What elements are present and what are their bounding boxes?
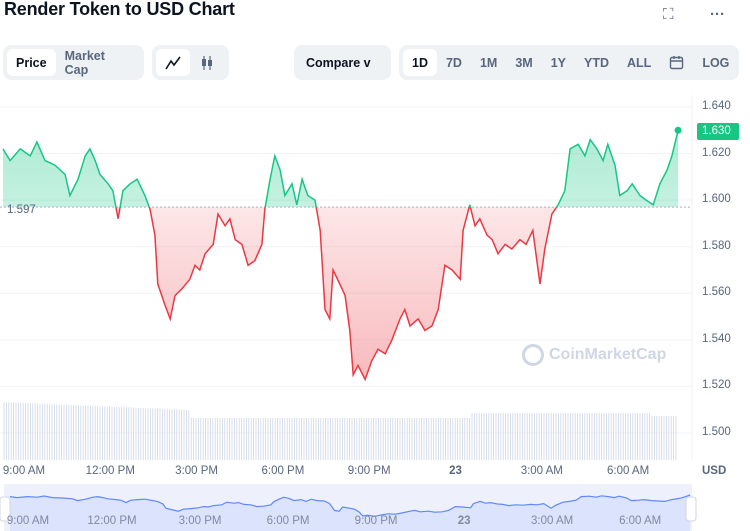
watermark: CoinMarketCap xyxy=(522,344,666,366)
x-tick-label: 6:00 PM xyxy=(261,465,305,477)
range-tabs: 1D 7D 1M 3M 1Y YTD ALL LOG xyxy=(399,45,739,80)
price-line-up xyxy=(2,130,679,208)
range-1y[interactable]: 1Y xyxy=(550,55,567,70)
y-tick-label: 1.580 xyxy=(702,239,731,252)
more-icon[interactable]: ··· xyxy=(710,6,725,23)
compare-dropdown[interactable]: Compare v xyxy=(294,45,391,80)
x-tick-label: 23 xyxy=(449,465,462,477)
y-tick-label: 1.600 xyxy=(702,193,731,206)
watermark-text: CoinMarketCap xyxy=(549,346,667,363)
navigator-tick-label: 9:00 AM xyxy=(6,515,50,527)
y-tick-label: 1.560 xyxy=(702,286,731,299)
page-title: Render Token to USD Chart xyxy=(4,0,235,19)
x-tick-label: 9:00 PM xyxy=(347,465,391,477)
range-all[interactable]: ALL xyxy=(627,55,652,70)
line-chart-icon[interactable] xyxy=(156,49,190,76)
navigator-tick-label: 6:00 PM xyxy=(266,515,310,527)
range-1m[interactable]: 1M xyxy=(479,55,498,70)
metric-tabs: Price Market Cap xyxy=(3,45,144,80)
navigator-line xyxy=(9,494,691,518)
price-area-up xyxy=(2,130,679,208)
x-tick-label: 3:00 AM xyxy=(520,465,563,477)
navigator-handle-left[interactable] xyxy=(0,496,11,522)
chart-type-toggle xyxy=(152,45,229,80)
x-tick-label: 3:00 PM xyxy=(175,465,219,477)
y-tick-label: 1.540 xyxy=(702,332,731,345)
log-toggle[interactable]: LOG xyxy=(702,55,730,70)
navigator-handle-right[interactable] xyxy=(685,496,697,522)
fullscreen-icon[interactable]: ⛶ xyxy=(663,6,674,23)
navigator-tick-label: 3:00 AM xyxy=(531,515,574,527)
calendar-icon[interactable] xyxy=(660,49,693,76)
y-axis-unit: USD xyxy=(702,465,727,477)
navigator-tick-label: 6:00 AM xyxy=(619,515,662,527)
x-tick-label: 12:00 PM xyxy=(85,465,135,477)
navigator-tick-label: 23 xyxy=(457,515,471,527)
navigator-tick-label: 3:00 PM xyxy=(178,515,222,527)
current-price-dot xyxy=(674,126,682,134)
range-1d[interactable]: 1D xyxy=(403,49,437,76)
current-price-badge: 1.630 xyxy=(697,123,739,140)
y-tick-label: 1.500 xyxy=(702,426,731,438)
navigator-area xyxy=(10,495,691,531)
price-line-down xyxy=(115,207,558,382)
navigator-tick-label: 9:00 PM xyxy=(354,515,398,527)
coinmarketcap-logo-icon xyxy=(522,344,544,366)
candlestick-icon[interactable] xyxy=(190,49,224,76)
navigator-tick-label: 12:00 PM xyxy=(87,515,137,527)
compare-label: Compare v xyxy=(306,55,371,70)
x-tick-label: 6:00 AM xyxy=(606,465,650,477)
tab-market-cap[interactable]: Market Cap xyxy=(64,48,105,77)
y-tick-label: 1.520 xyxy=(702,379,731,392)
range-ytd[interactable]: YTD xyxy=(584,55,610,70)
tab-price[interactable]: Price xyxy=(7,49,56,76)
range-7d[interactable]: 7D xyxy=(445,55,462,70)
baseline-label: 1.597 xyxy=(7,204,36,216)
price-area-down xyxy=(2,207,679,380)
y-tick-label: 1.620 xyxy=(702,146,731,159)
y-tick-label: 1.640 xyxy=(702,100,731,112)
range-3m[interactable]: 3M xyxy=(515,55,533,70)
x-tick-label: 9:00 AM xyxy=(2,465,46,477)
